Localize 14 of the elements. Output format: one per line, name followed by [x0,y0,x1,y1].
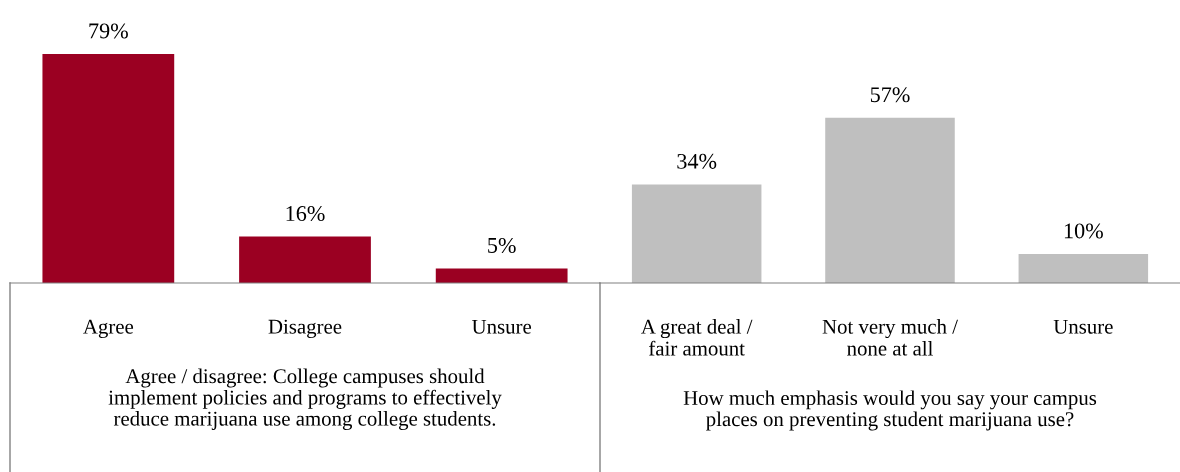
x-tick-label: Not very much / none at all [822,319,958,356]
x-tick-label: Unsure [472,319,532,334]
x-tick-label: Disagree [268,319,342,338]
x-tick-label: Agree [83,319,134,338]
data-label: 79% [89,23,128,39]
x-tick-label: Unsure [1053,319,1113,334]
data-label: 10% [1064,223,1103,239]
data-label: 57% [870,87,910,103]
x-axis-title: How much emphasis would you say your campus places on preventing student marijuana use? [683,390,1097,431]
x-axis-title: Agree / disagree: College campuses should implement policies and programs to effectively reduce marijuana use among college students. [108,368,502,430]
data-label: 34% [677,153,717,169]
x-tick-label: A great deal / fair amount [641,319,753,356]
data-label: 16% [286,206,325,222]
data-label: 5% [488,237,516,253]
